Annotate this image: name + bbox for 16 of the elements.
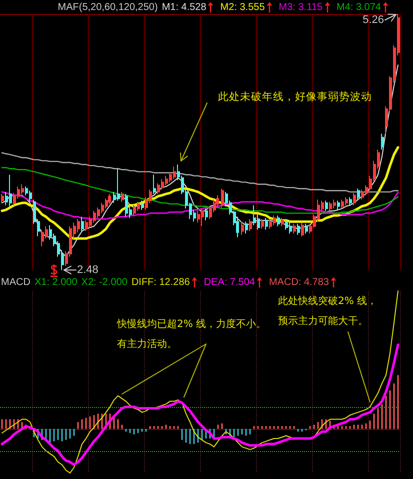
annotation: 2.48 (77, 264, 98, 276)
annotation: 5.26 (362, 14, 384, 26)
text: M1: 4.528 (162, 1, 206, 14)
annotation: 快慢线均已超2% 线，力度不小。有主力活动。 (117, 318, 268, 352)
text: MACD: 4.783 (268, 276, 329, 289)
legend-title: MACD (1, 276, 30, 289)
annotation: 此处未破年线，好像事弱势波动 (218, 90, 372, 104)
text: X1: 2.000 (34, 276, 78, 289)
text: M4: 3.074 (336, 1, 381, 14)
text: X2: -2.000 (81, 276, 128, 289)
annotation: 此处快线突破2% 线，预示主力可能大干。 (278, 294, 378, 329)
text: M3: 3.115 (278, 1, 323, 14)
text: DIFF: 12.286 (131, 276, 190, 289)
text: M2: 3.555 (220, 1, 265, 14)
text: DEA: 7.504 (204, 276, 255, 289)
legend-title: MAF(5,20,60,120,250) (58, 1, 158, 14)
